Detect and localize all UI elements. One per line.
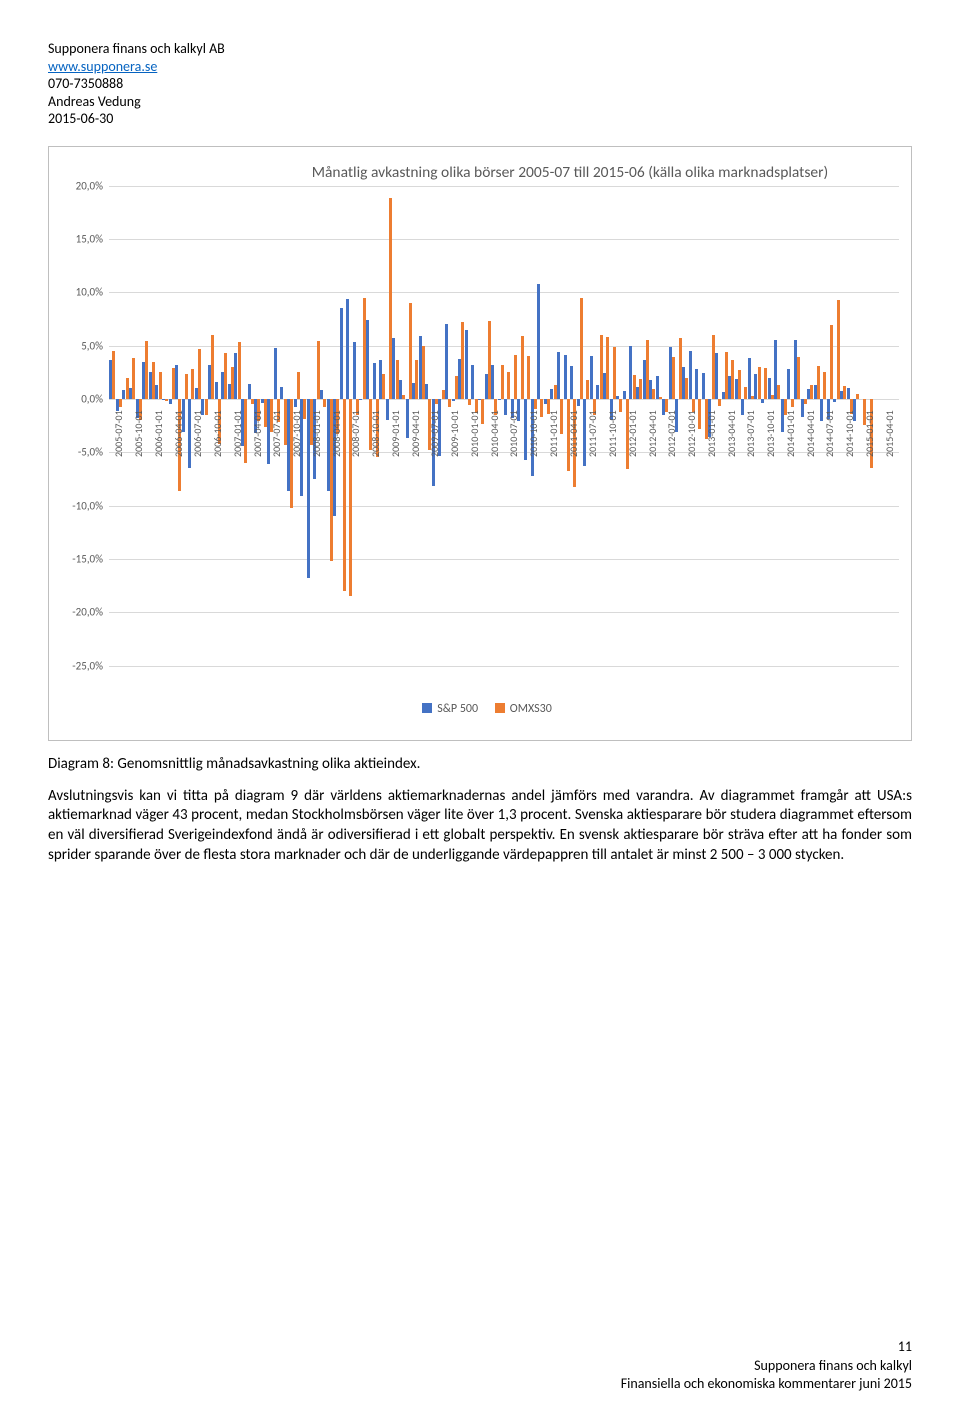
y-axis-tick: -25,0% (57, 659, 103, 672)
x-axis-label: 2008-04-01 (330, 410, 343, 457)
x-axis-label: 2008-10-01 (369, 410, 382, 457)
x-axis-label: 2011-04-01 (567, 410, 580, 457)
y-axis-tick: -10,0% (57, 499, 103, 512)
legend-swatch-omxs30 (495, 703, 505, 713)
y-axis-tick: 20,0% (57, 179, 103, 192)
x-axis-label: 2011-07-01 (586, 410, 599, 457)
x-axis-label: 2006-01-01 (152, 410, 165, 457)
x-axis-label: 2008-01-01 (310, 410, 323, 457)
x-axis-label: 2006-07-01 (191, 410, 204, 457)
bar-chart: 2005-07-01 2005-10-01 2006-01-01 2006-04-01… (57, 186, 903, 666)
y-axis-tick: 0,0% (57, 392, 103, 405)
chart-title: Månatlig avkastning olika börser 2005-07… (237, 163, 903, 182)
figure-caption: Diagram 8: Genomsnittlig månadsavkastnin… (48, 755, 912, 773)
page-number: 11 (621, 1338, 912, 1356)
x-axis-label: 2013-04-01 (725, 410, 738, 457)
x-axis-label: 2011-10-01 (606, 410, 619, 457)
x-axis-label: 2006-04-01 (172, 410, 185, 457)
x-axis-label: 2007-07-01 (270, 410, 283, 457)
page-header: Supponera finans och kalkyl AB www.suppo… (48, 40, 912, 128)
x-axis-label: 2015-01-01 (863, 410, 876, 457)
y-axis-tick: 15,0% (57, 232, 103, 245)
x-axis-label: 2006-10-01 (211, 410, 224, 457)
x-axis-label: 2013-10-01 (764, 410, 777, 457)
x-axis-label: 2007-10-01 (290, 410, 303, 457)
x-axis-label: 2012-01-01 (626, 410, 639, 457)
footer-line-2: Finansiella och ekonomiska kommentarer j… (621, 1375, 912, 1393)
x-axis-label: 2009-04-01 (409, 410, 422, 457)
x-axis-label: 2009-01-01 (389, 410, 402, 457)
x-axis-label: 2014-04-01 (804, 410, 817, 457)
x-axis-label: 2005-10-01 (132, 410, 145, 457)
x-axis-label: 2010-04-01 (488, 410, 501, 457)
y-axis-tick: -15,0% (57, 552, 103, 565)
y-axis-tick: 5,0% (57, 339, 103, 352)
page-footer: 11 Supponera finans och kalkyl Finansiel… (621, 1338, 912, 1393)
x-axis-label: 2015-04-01 (883, 410, 896, 457)
y-axis-tick: 10,0% (57, 286, 103, 299)
x-axis-label: 2014-07-01 (823, 410, 836, 457)
y-axis-tick: -20,0% (57, 606, 103, 619)
company-name: Supponera finans och kalkyl AB (48, 40, 912, 58)
x-axis-label: 2010-07-01 (507, 410, 520, 457)
x-axis-label: 2009-10-01 (448, 410, 461, 457)
document-date: 2015-06-30 (48, 110, 912, 128)
x-axis-label: 2012-07-01 (665, 410, 678, 457)
x-axis-label: 2009-07-01 (428, 410, 441, 457)
x-axis-label: 2005-07-01 (112, 410, 125, 457)
chart-legend: S&P 500 OMXS30 (57, 702, 903, 716)
legend-label-sp500: S&P 500 (437, 702, 478, 716)
x-axis-label: 2010-10-01 (527, 410, 540, 457)
x-axis-label: 2007-04-01 (251, 410, 264, 457)
x-axis-label: 2011-01-01 (547, 410, 560, 457)
x-axis-label: 2013-07-01 (744, 410, 757, 457)
x-axis-label: 2010-01-01 (468, 410, 481, 457)
legend-swatch-sp500 (422, 703, 432, 713)
author-name: Andreas Vedung (48, 93, 912, 111)
x-axis-label: 2012-04-01 (646, 410, 659, 457)
company-phone: 070-7350888 (48, 75, 912, 93)
x-axis-label: 2008-07-01 (349, 410, 362, 457)
x-axis-label: 2014-10-01 (843, 410, 856, 457)
company-url[interactable]: www.supponera.se (48, 58, 157, 75)
x-axis-label: 2014-01-01 (784, 410, 797, 457)
legend-label-omxs30: OMXS30 (510, 702, 552, 716)
x-axis-label: 2013-01-01 (705, 410, 718, 457)
x-axis-label: 2012-10-01 (685, 410, 698, 457)
footer-line-1: Supponera finans och kalkyl (621, 1357, 912, 1375)
body-paragraph: Avslutningsvis kan vi titta på diagram 9… (48, 787, 912, 866)
y-axis-tick: -5,0% (57, 446, 103, 459)
x-axis-label: 2007-01-01 (231, 410, 244, 457)
chart-container: Månatlig avkastning olika börser 2005-07… (48, 146, 912, 741)
